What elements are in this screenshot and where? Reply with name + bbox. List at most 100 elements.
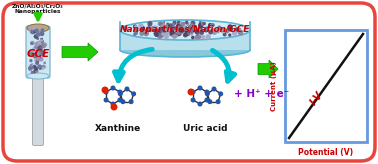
Circle shape: [167, 29, 170, 33]
Circle shape: [189, 29, 192, 31]
Circle shape: [187, 23, 189, 25]
Circle shape: [167, 28, 170, 31]
Circle shape: [163, 27, 164, 28]
Circle shape: [144, 32, 148, 36]
Circle shape: [40, 32, 43, 35]
Circle shape: [125, 87, 129, 91]
Circle shape: [146, 30, 147, 32]
Circle shape: [184, 33, 187, 36]
Circle shape: [180, 29, 183, 32]
Circle shape: [161, 29, 164, 32]
Circle shape: [198, 102, 202, 106]
Circle shape: [179, 33, 180, 34]
Circle shape: [41, 51, 44, 54]
Circle shape: [158, 32, 161, 34]
Circle shape: [238, 28, 240, 31]
Circle shape: [31, 41, 34, 44]
Circle shape: [162, 23, 164, 25]
Circle shape: [201, 32, 203, 34]
Circle shape: [188, 89, 194, 95]
Circle shape: [40, 66, 42, 69]
Circle shape: [194, 28, 196, 31]
Circle shape: [119, 92, 122, 96]
Circle shape: [162, 28, 164, 31]
Circle shape: [201, 22, 204, 25]
Circle shape: [184, 29, 185, 31]
Circle shape: [196, 31, 199, 34]
Circle shape: [170, 32, 173, 35]
Circle shape: [178, 29, 179, 30]
Ellipse shape: [27, 24, 49, 32]
Circle shape: [164, 35, 168, 39]
Circle shape: [156, 30, 159, 33]
Circle shape: [182, 22, 185, 25]
Circle shape: [29, 68, 32, 71]
Text: Potential (V): Potential (V): [299, 147, 353, 156]
Circle shape: [205, 90, 209, 94]
Circle shape: [36, 29, 38, 32]
Circle shape: [192, 31, 194, 32]
Circle shape: [33, 52, 34, 53]
Circle shape: [185, 31, 188, 34]
Circle shape: [234, 30, 236, 32]
Circle shape: [173, 21, 176, 24]
Circle shape: [134, 29, 138, 32]
Circle shape: [132, 92, 135, 96]
Circle shape: [184, 29, 186, 30]
Circle shape: [153, 26, 157, 29]
Circle shape: [30, 65, 31, 66]
Circle shape: [148, 22, 152, 26]
Circle shape: [158, 32, 160, 34]
Circle shape: [173, 28, 174, 29]
Circle shape: [158, 34, 161, 37]
Circle shape: [195, 30, 197, 32]
Circle shape: [39, 68, 41, 69]
Circle shape: [135, 26, 136, 28]
Circle shape: [177, 29, 179, 30]
Circle shape: [139, 24, 143, 28]
Circle shape: [176, 28, 177, 29]
Circle shape: [194, 28, 198, 32]
Circle shape: [212, 29, 214, 30]
Circle shape: [181, 31, 183, 32]
Circle shape: [36, 42, 40, 46]
Circle shape: [159, 32, 160, 34]
Circle shape: [170, 31, 174, 34]
Circle shape: [30, 60, 32, 62]
Circle shape: [181, 28, 183, 30]
Circle shape: [111, 104, 117, 110]
Circle shape: [40, 52, 42, 54]
Circle shape: [41, 52, 44, 55]
Circle shape: [129, 100, 133, 103]
Circle shape: [104, 98, 108, 102]
Circle shape: [155, 28, 157, 30]
Circle shape: [33, 31, 35, 33]
Circle shape: [155, 30, 158, 33]
Text: ZnO/Al₂O₃/Cr₂O₃: ZnO/Al₂O₃/Cr₂O₃: [12, 3, 64, 8]
Circle shape: [146, 31, 148, 33]
Circle shape: [42, 65, 44, 67]
Circle shape: [33, 48, 35, 51]
Circle shape: [111, 102, 115, 106]
Circle shape: [179, 33, 181, 35]
Circle shape: [188, 33, 189, 34]
Circle shape: [163, 29, 166, 33]
Circle shape: [111, 86, 115, 90]
Circle shape: [235, 28, 239, 32]
Circle shape: [34, 32, 35, 33]
Circle shape: [39, 47, 42, 50]
FancyBboxPatch shape: [26, 26, 50, 78]
Bar: [285, 30, 367, 142]
FancyBboxPatch shape: [33, 72, 43, 145]
Circle shape: [180, 30, 183, 33]
Circle shape: [39, 52, 42, 55]
Circle shape: [166, 25, 168, 27]
Circle shape: [161, 24, 164, 27]
Circle shape: [123, 27, 127, 30]
Circle shape: [118, 90, 122, 94]
Circle shape: [191, 24, 193, 27]
Circle shape: [37, 60, 39, 62]
Circle shape: [191, 33, 192, 35]
Circle shape: [39, 51, 42, 54]
Circle shape: [189, 26, 191, 27]
